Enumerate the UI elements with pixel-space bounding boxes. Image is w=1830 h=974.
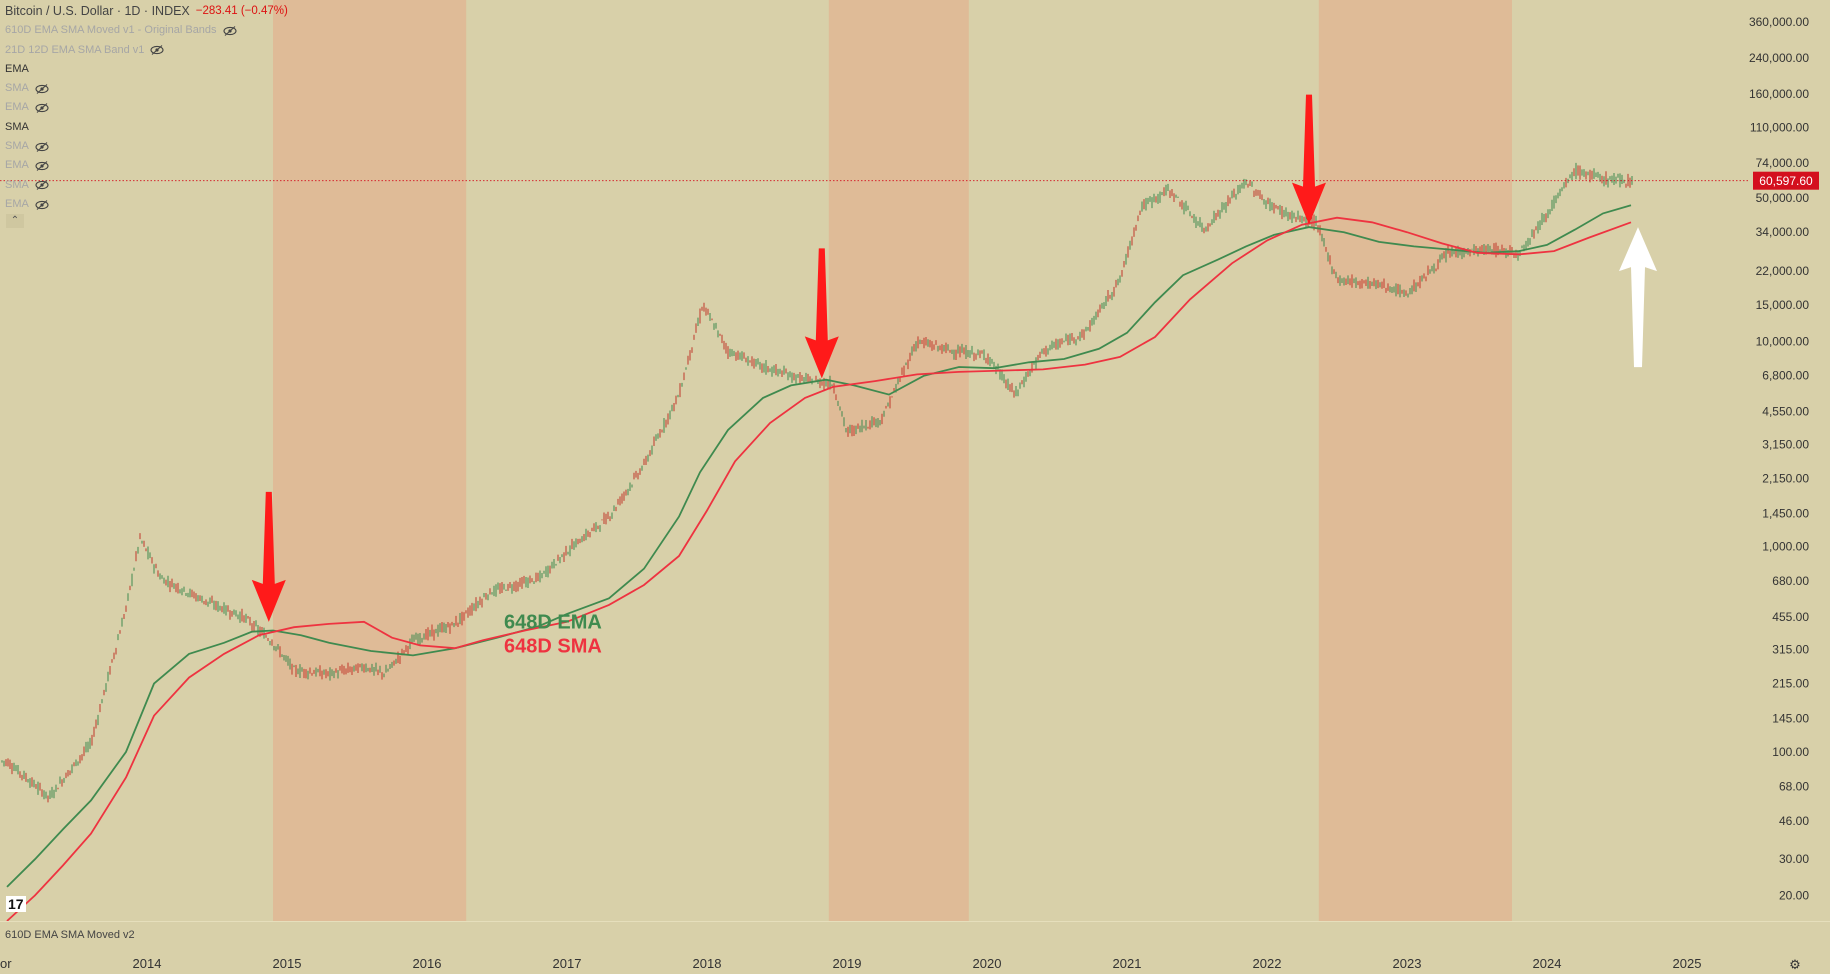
y-tick-label: 100.00 [1772,745,1809,759]
bottom-indicator-label: 610D EMA SMA Moved v2 [5,929,135,941]
y-tick-label: 20.00 [1779,888,1809,902]
indicator-row[interactable]: EMA [5,195,288,214]
y-tick-label: 145.00 [1772,712,1809,726]
y-tick-label: 6,800.00 [1762,369,1809,383]
tradingview-logo: 17 [6,896,26,912]
eye-off-icon[interactable] [35,180,49,191]
x-tick-label: 2021 [1113,956,1142,971]
y-tick-label: 46.00 [1779,814,1809,828]
y-tick-label: 22,000.00 [1756,264,1810,278]
x-tick-label: 2020 [973,956,1002,971]
y-tick-label: 30.00 [1779,852,1809,866]
indicator-label: EMA [5,159,29,172]
bear-period-band [828,0,969,921]
x-tick-label: 2014 [133,956,162,971]
y-tick-label: 455.00 [1772,610,1809,624]
series-annotation-label: 648D SMA [504,635,602,657]
eye-off-icon[interactable] [35,141,49,152]
arrow-down-annotation [804,248,839,379]
eye-off-icon[interactable] [222,26,237,36]
eye-off-icon[interactable] [150,45,164,56]
x-tick-label: 2018 [693,956,722,971]
y-tick-label: 4,550.00 [1762,405,1809,419]
x-tick-label: 2023 [1393,956,1422,971]
indicator-row[interactable]: EMA [5,60,288,79]
indicator-row[interactable]: SMA [5,137,288,156]
arrow-up-annotation [1619,227,1657,368]
x-tick-label: 2016 [413,956,442,971]
last-price-label: 60,597.60 [1759,174,1813,188]
y-tick-label: 50,000.00 [1756,191,1810,205]
indicator-label: 21D 12D EMA SMA Band v1 [5,43,145,56]
indicator-label: EMA [5,101,29,114]
series-line [6,204,1632,888]
y-tick-label: 110,000.00 [1750,121,1809,135]
indicator-row[interactable]: SMA [5,176,288,195]
series-line [6,216,1632,922]
indicator-label: SMA [5,140,29,153]
x-tick-label: 2025 [1673,956,1702,971]
x-tick-label: 2022 [1253,956,1282,971]
eye-off-icon[interactable] [35,199,49,210]
y-tick-label: 1,450.00 [1762,506,1809,520]
indicator-legend: Bitcoin / U.S. Dollar · 1D · INDEX −283.… [5,2,288,214]
y-tick-label: 360,000.00 [1749,15,1809,29]
y-tick-label: 10,000.00 [1756,334,1810,348]
y-tick-label: 34,000.00 [1756,225,1810,239]
y-tick-label: 68.00 [1779,779,1809,793]
indicator-label: EMA [5,197,29,210]
eye-off-icon[interactable] [35,161,49,171]
bear-period-band [1318,0,1512,921]
indicator-label: EMA [5,62,29,75]
indicator-row[interactable]: 21D 12D EMA SMA Band v1 [5,41,288,60]
indicator-row[interactable]: SMA [5,118,288,137]
x-tick-label: 2024 [1533,956,1562,971]
series-annotation-label: 648D EMA [504,611,602,633]
last-price-tag [1753,171,1819,190]
y-tick-label: 15,000.00 [1756,298,1810,312]
y-tick-label: 160,000.00 [1749,87,1809,101]
arrow-down-annotation [251,491,286,622]
indicator-label: 610D EMA SMA Moved v1 - Original Bands [5,24,217,37]
price-change: −283.41 (−0.47%) [195,5,288,17]
y-tick-label: 215.00 [1772,677,1809,691]
eye-off-icon[interactable] [35,103,49,114]
indicator-label: SMA [5,178,29,191]
x-edge-label: or [0,956,12,971]
y-tick-label: 2,150.00 [1762,471,1809,485]
y-tick-label: 240,000.00 [1749,51,1809,65]
x-tick-label: 2015 [273,956,302,971]
x-tick-label: 2017 [553,956,582,971]
gear-icon[interactable]: ⚙ [1789,958,1801,973]
indicator-row[interactable]: EMA [5,156,288,175]
x-tick-label: 2019 [833,956,862,971]
bear-period-band [273,0,467,921]
indicator-row[interactable]: EMA [5,98,288,117]
indicator-list: 610D EMA SMA Moved v1 - Original Bands 21… [5,21,288,214]
indicator-row[interactable]: SMA [5,79,288,98]
y-tick-label: 315.00 [1772,643,1809,657]
y-tick-label: 3,150.00 [1762,437,1809,451]
indicator-label: SMA [5,120,29,133]
symbol-row[interactable]: Bitcoin / U.S. Dollar · 1D · INDEX −283.… [5,2,288,21]
symbol-title: Bitcoin / U.S. Dollar · 1D · INDEX [5,4,190,18]
eye-off-icon[interactable] [35,83,49,94]
y-tick-label: 680.00 [1772,574,1809,588]
y-tick-label: 1,000.00 [1762,540,1809,554]
indicator-row[interactable]: 610D EMA SMA Moved v1 - Original Bands [5,21,288,40]
arrow-down-annotation [1292,94,1326,225]
chevron-up-icon[interactable]: ⌃ [6,214,24,228]
y-tick-label: 74,000.00 [1756,156,1810,170]
indicator-label: SMA [5,82,29,95]
